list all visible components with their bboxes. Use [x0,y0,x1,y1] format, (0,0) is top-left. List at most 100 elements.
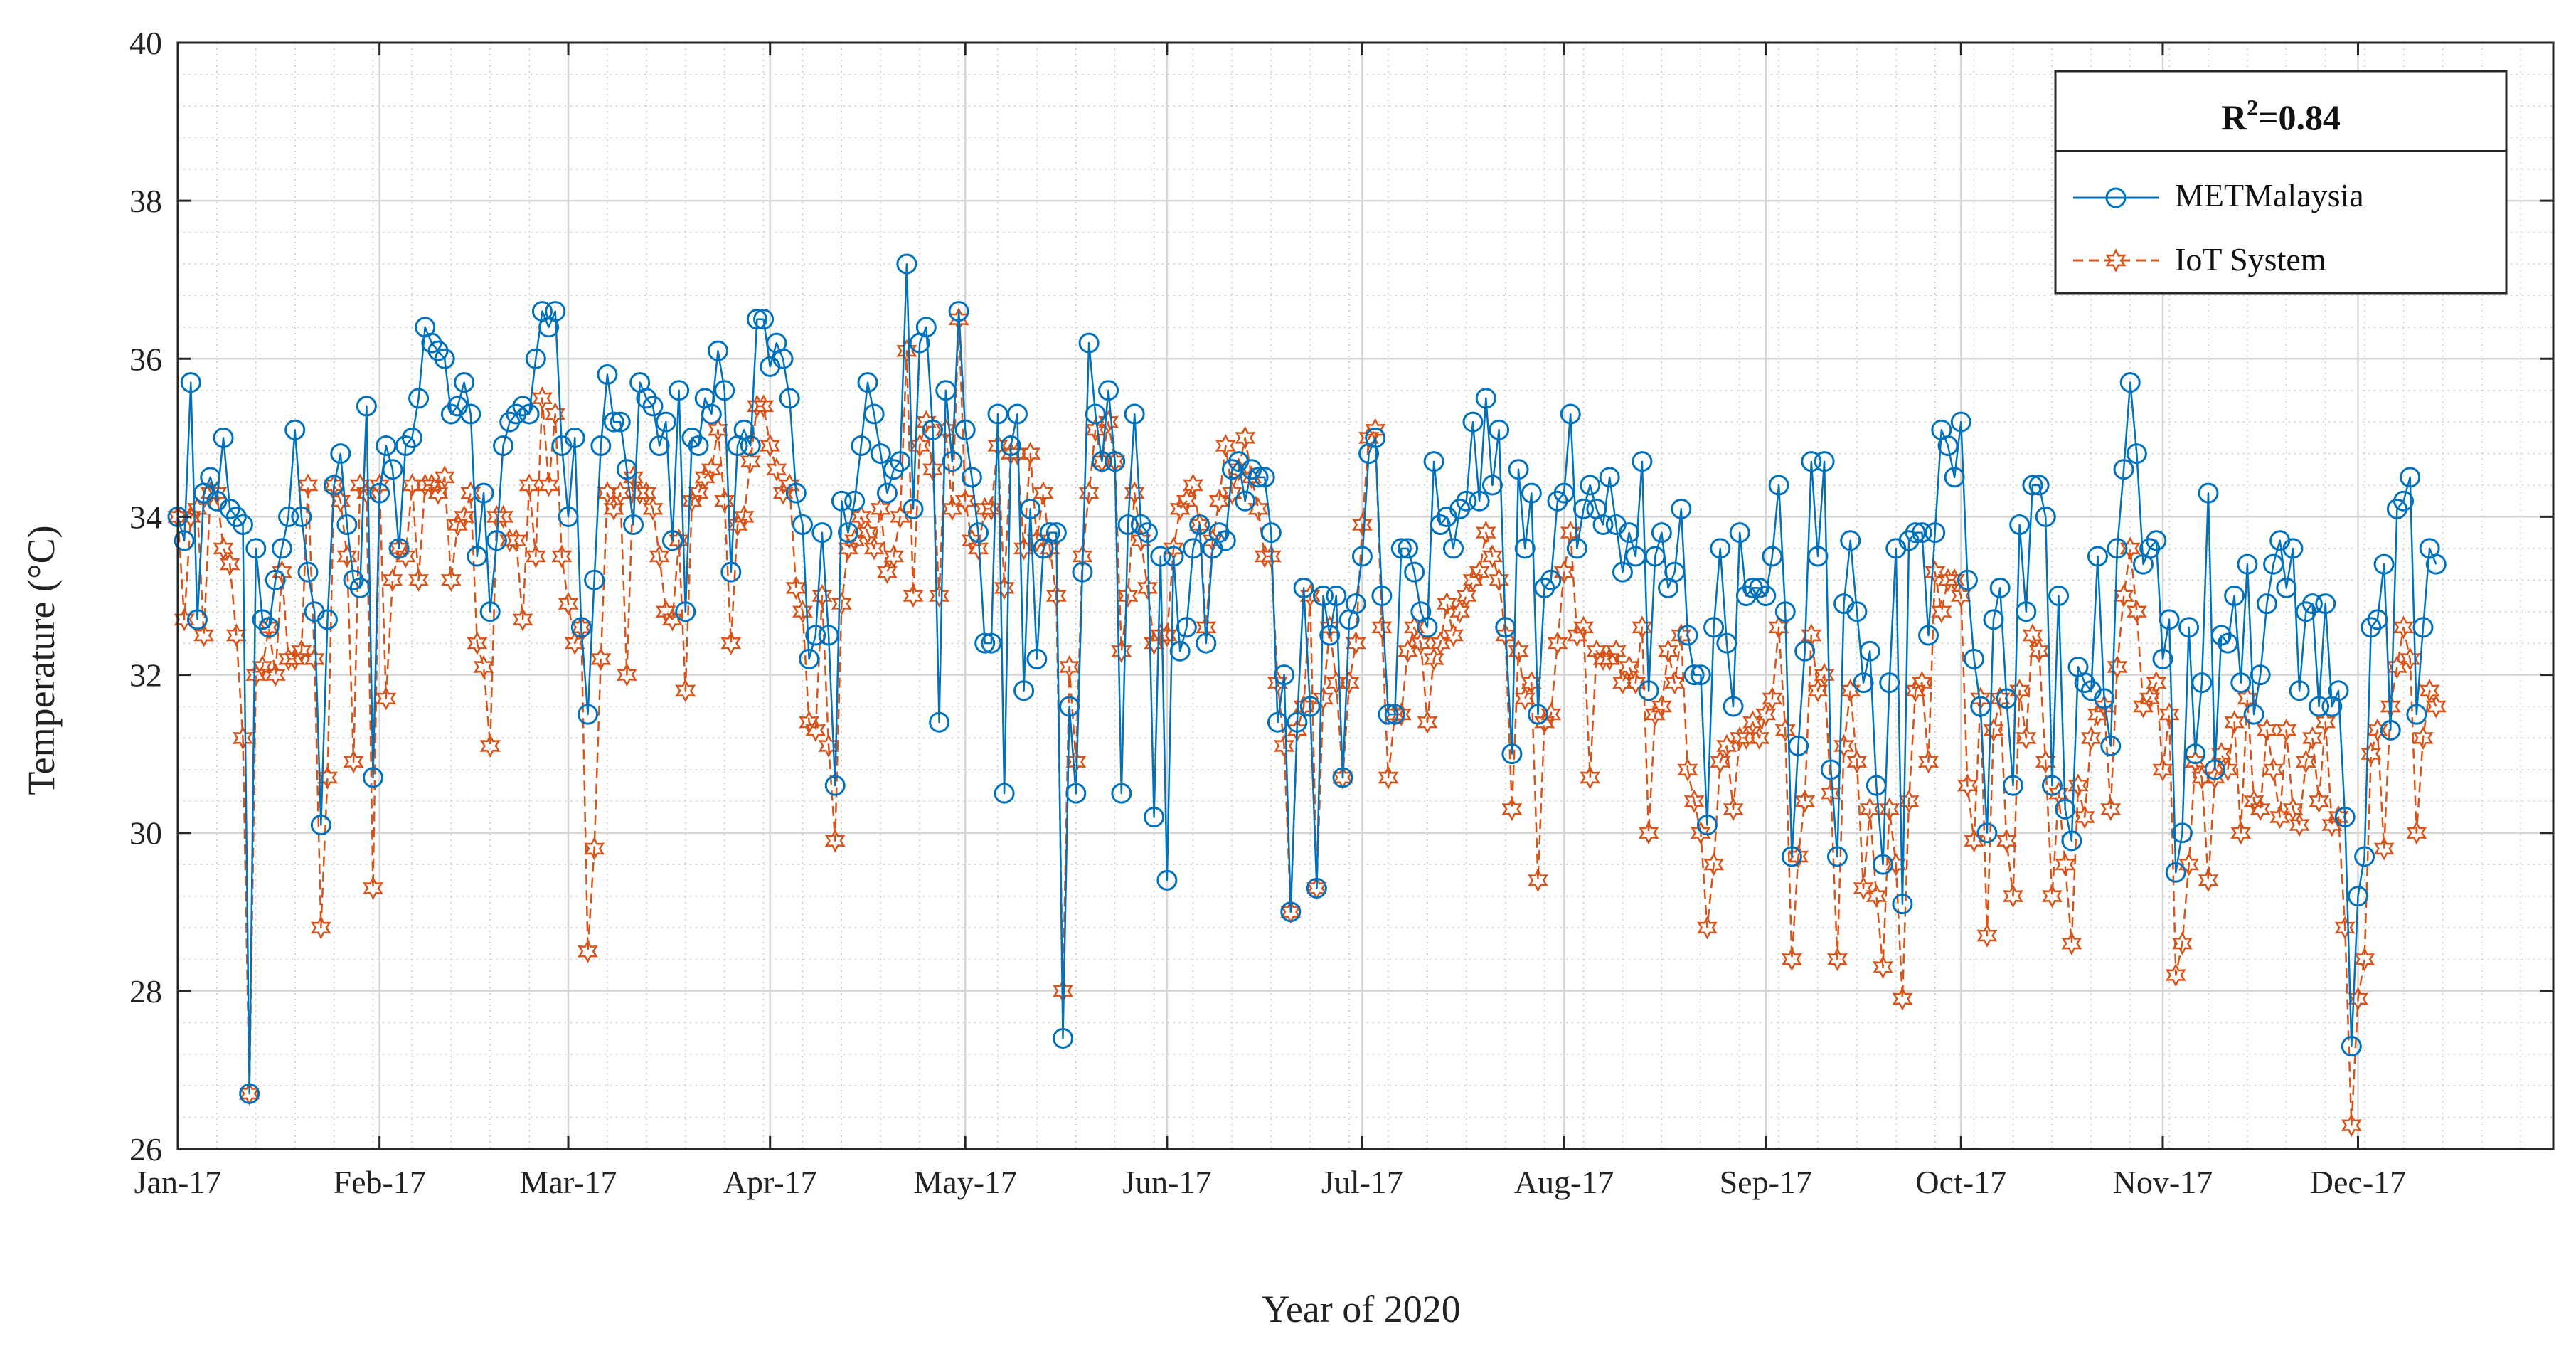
iot-system-point [363,876,383,901]
metmalaysia-point [701,403,722,425]
metmalaysia-point [1911,522,1932,544]
iot-system-point [1931,600,1952,624]
metmalaysia-point [844,490,866,512]
x-axis-title: Year of 2020 [1262,1288,1461,1330]
metmalaysia-point [1489,419,1510,440]
iot-system-point [2419,679,2440,703]
metmalaysia-point [2204,759,2225,780]
iot-system-point [733,504,755,529]
x-tick-label: Oct-17 [1915,1164,2006,1200]
metmalaysia-point [2412,617,2434,638]
metmalaysia-point [258,617,280,638]
metmalaysia-point [2224,586,2245,606]
iot-system-point [1762,687,1783,711]
metmalaysia-point [805,625,826,646]
metmalaysia-point [1644,546,1666,567]
iot-system-point [1508,639,1529,664]
metmalaysia-point [2243,704,2264,725]
iot-system-point [2256,718,2277,742]
iot-system-point [922,457,943,482]
metmalaysia-point [2282,538,2304,559]
iot-system-point [512,608,533,632]
metmalaysia-point [2113,459,2134,480]
iot-system-point [2080,726,2102,751]
metmalaysia-point [382,459,403,480]
iot-system-point [2425,694,2447,719]
metmalaysia-point [1950,411,1971,433]
iot-system-point [2406,821,2427,845]
iot-system-point [857,520,878,545]
iot-system-point [1892,987,1913,1011]
metmalaysia-point [1872,854,1893,875]
iot-system-point [1456,583,1477,608]
iot-system-point [883,544,905,568]
iot-system-point [245,662,267,687]
metmalaysia-point [1677,625,1698,646]
metmalaysia-point [1065,783,1087,804]
metmalaysia-point [2119,372,2141,393]
iot-system-point [1371,615,1393,640]
metmalaysia-point [2126,443,2147,465]
metmalaysia-point [2198,482,2219,504]
metmalaysia-point [649,435,670,456]
metmalaysia-point [1371,586,1393,606]
metmalaysia-point [2048,586,2070,606]
iot-system-point [1996,829,2017,853]
iot-system-point [1137,576,1158,600]
iot-system-point [1111,639,1132,664]
iot-system-point [2146,671,2167,695]
metmalaysia-point [1859,640,1880,662]
metmalaysia-point [1918,625,1939,646]
iot-system-point [2055,852,2076,876]
iot-system-point [1033,481,1054,505]
iot-system-point [1475,520,1496,545]
iot-system-point [1885,852,1907,876]
metmalaysia-point [1332,767,1353,788]
iot-system-point [714,489,735,513]
iot-system-point [1430,631,1451,655]
iot-system-point [603,497,624,521]
metmalaysia-point [1111,783,1132,804]
iot-system-point [2035,750,2056,774]
iot-system-point [310,916,331,940]
iot-system-point [675,679,696,703]
metmalaysia-point [1671,498,1692,519]
iot-system-point [440,568,462,592]
metmalaysia-point [479,601,501,622]
iot-system-point [2400,647,2421,672]
metmalaysia-point [2301,593,2323,615]
metmalaysia-point [954,419,976,440]
iot-system-point [1911,671,1932,695]
metmalaysia-point [388,538,410,559]
metmalaysia-point [915,317,937,338]
metmalaysia-point [336,514,358,536]
metmalaysia-point [1013,680,1035,701]
iot-system-point [2061,931,2082,955]
metmalaysia-point [603,411,624,433]
metmalaysia-point [2152,648,2173,669]
metmalaysia-point [2022,475,2043,496]
iot-system-point [1651,694,1672,719]
iot-system-point [271,560,292,584]
iot-system-point [1547,631,1568,655]
iot-system-point [779,473,800,497]
iot-system-point [454,504,475,529]
metmalaysia-point [785,482,807,504]
metmalaysia-point [2347,886,2368,907]
metmalaysia-point [1481,475,1503,496]
iot-system-point [538,473,560,497]
metmalaysia-point [1384,704,1405,725]
metmalaysia-point [1365,427,1386,448]
metmalaysia-point [2009,514,2031,536]
metmalaysia-point [1762,546,1783,567]
iot-system-point [1462,568,1484,592]
iot-system-point [2119,536,2141,561]
iot-system-point [584,837,605,861]
metmalaysia-point [408,388,430,409]
iot-system-point [1983,718,2004,742]
iot-system-point [2159,702,2180,726]
iot-system-point [760,433,781,458]
metmalaysia-point [297,561,319,583]
iot-system-point [1580,765,1601,790]
metmalaysia-point [1527,704,1548,725]
